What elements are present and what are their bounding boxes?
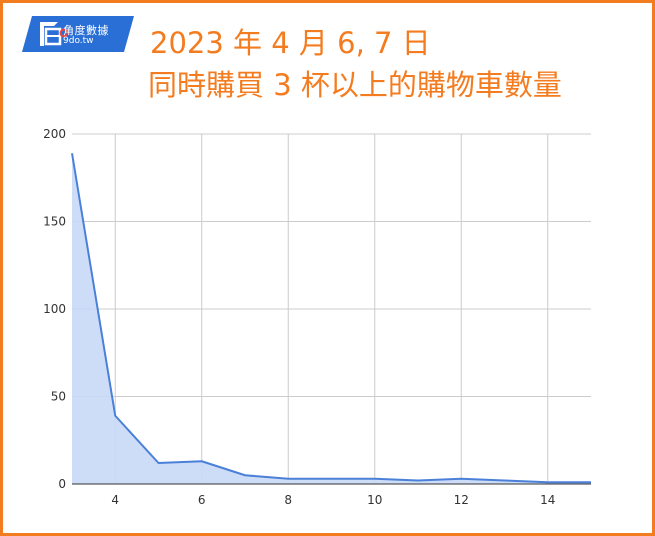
- logo-badge: [22, 16, 134, 52]
- data-point: [503, 479, 507, 483]
- series-area: [72, 153, 591, 484]
- x-tick-label: 12: [454, 493, 469, 507]
- series-line: [71, 153, 591, 484]
- area-layer: [70, 151, 591, 485]
- data-point: [200, 459, 204, 463]
- x-tick-label: 4: [111, 493, 119, 507]
- chart-title-line1: 2023 年 4 月 6, 7 日: [150, 26, 431, 60]
- x-tick-label: 6: [198, 493, 206, 507]
- x-tick-label: 10: [367, 493, 382, 507]
- y-tick-label: 100: [43, 302, 66, 316]
- data-point: [373, 477, 377, 481]
- chart-title-line2: 同時購買 3 杯以上的購物車數量: [148, 68, 562, 102]
- data-point: [330, 477, 334, 481]
- y-tick-label: 50: [51, 390, 66, 404]
- y-tick-label: 0: [58, 477, 66, 491]
- data-point: [243, 473, 247, 477]
- y-tick-label: 200: [43, 127, 66, 141]
- logo-name-en: 9do.tw: [63, 36, 94, 46]
- data-point: [459, 477, 463, 481]
- data-point: [113, 414, 117, 418]
- axis-labels: 0 50 100 150 200 4 6 8 10 12 14: [43, 127, 555, 507]
- logo-name-cn: 角度數據: [63, 24, 109, 37]
- x-tick-label: 8: [284, 493, 292, 507]
- data-point: [157, 461, 161, 465]
- data-point: [286, 477, 290, 481]
- y-tick-label: 150: [43, 215, 66, 229]
- grid-lines: [72, 133, 591, 485]
- x-tick-label: 14: [540, 493, 555, 507]
- data-point: [416, 479, 420, 483]
- data-point: [70, 151, 74, 155]
